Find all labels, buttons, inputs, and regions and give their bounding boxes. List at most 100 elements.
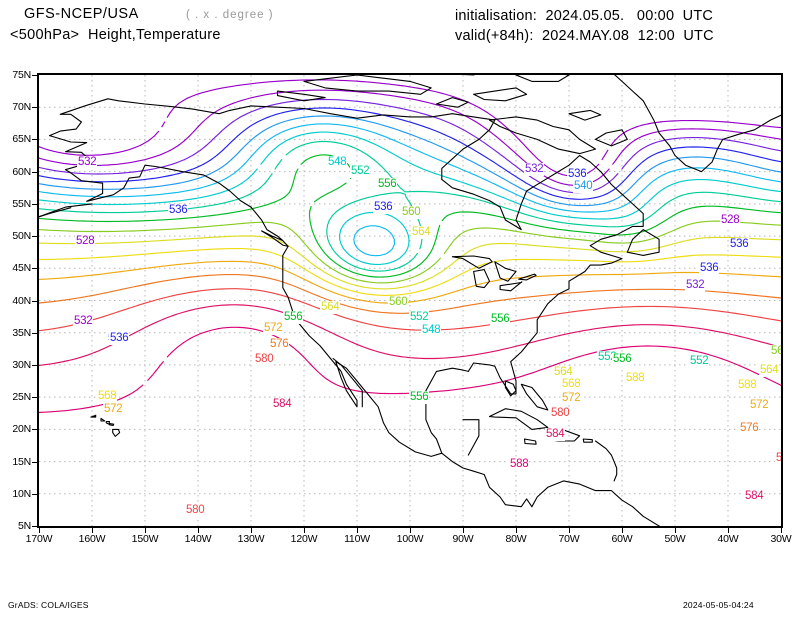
x-tick-mark [463,528,464,533]
y-tick-label: 40N [12,294,31,307]
x-tick-label: 70W [558,533,580,545]
x-tick-mark [728,528,729,533]
contour-label: 580 [185,504,206,517]
level-variable-title: <500hPa> Height,Temperature [10,27,221,43]
x-tick-mark [622,528,623,533]
contour-label: 560 [401,206,422,219]
y-tick-mark [32,268,37,270]
y-tick-label: 35N [12,326,31,339]
x-tick-label: 50W [664,533,686,545]
x-tick-mark [357,528,358,533]
contour-label: 584 [545,428,566,441]
y-tick-mark [32,139,37,141]
x-tick-mark [516,528,517,533]
contour-label: 568 [561,378,582,391]
x-tick-label: 130W [237,533,265,545]
x-tick-label: 60W [611,533,633,545]
contour-map-plot: 5325365365285325365485525565605645325365… [37,73,783,528]
valid-time: valid(+84h): 2024.MAY.08 12:00 UTC [455,28,714,44]
y-tick-label: 45N [12,262,31,275]
gridlines-layer [39,75,781,526]
x-tick-label: 150W [131,533,159,545]
contour-label: 580 [254,353,275,366]
contour-label: 584 [272,398,293,411]
x-tick-mark [198,528,199,533]
contour-label: 556 [612,353,633,366]
y-tick-label: 30N [12,358,31,371]
x-tick-label: 30W [770,533,792,545]
source-credit: GrADS: COLA/IGES [8,600,89,610]
contour-label: 536 [109,332,130,345]
x-tick-label: 100W [396,533,424,545]
y-tick-label: 15N [12,455,31,468]
y-tick-label: 55N [12,197,31,210]
contour-label: 564 [553,366,574,379]
contour-label: 564 [759,364,780,377]
contour-label: 568 [97,390,118,403]
y-tick-mark [32,332,37,334]
contour-label: 556 [283,311,304,324]
contour-label: 572 [103,403,124,416]
contour-label: 536 [729,238,750,251]
contour-label: 560 [388,296,409,309]
model-title: GFS-NCEP/USA [24,6,139,22]
x-tick-label: 80W [505,533,527,545]
contour-label: 560 [770,345,781,358]
y-tick-mark [32,171,37,173]
initialisation-time: initialisation: 2024.05.05. 00:00 UTC [455,8,714,24]
contour-label: 572 [561,392,582,405]
x-tick-mark [569,528,570,533]
contour-label: 536 [567,168,588,181]
contour-label: 580 [775,452,781,465]
contour-label: 548 [327,156,348,169]
x-tick-label: 140W [184,533,212,545]
x-tick-mark [251,528,252,533]
contour-label: 540 [573,180,594,193]
y-tick-mark [32,429,37,431]
y-tick-label: 20N [12,423,31,436]
x-tick-label: 160W [78,533,106,545]
coastline-layer [39,75,781,526]
x-tick-label: 110W [344,533,370,545]
x-tick-label: 170W [25,533,53,545]
contour-label: 552 [350,165,371,178]
y-tick-label: 65N [12,133,31,146]
y-tick-label: 5N [17,520,31,532]
x-tick-mark [304,528,305,533]
y-tick-label: 50N [12,230,31,243]
contour-label: 536 [373,201,394,214]
x-tick-mark [675,528,676,533]
contour-label: 556 [490,313,511,326]
y-tick-label: 75N [12,69,31,81]
contour-label: 536 [699,262,720,275]
y-tick-mark [32,526,37,527]
y-tick-mark [32,397,37,399]
contour-label: 556 [377,178,398,191]
contour-label: 532 [77,156,98,169]
contour-label: 548 [421,324,442,337]
contour-label: 552 [689,355,710,368]
contour-label: 532 [685,279,706,292]
contour-label: 532 [73,315,94,328]
y-tick-mark [32,364,37,366]
y-tick-mark [32,203,37,205]
contour-label: 528 [720,214,741,227]
y-tick-mark [32,75,37,76]
contour-label: 584 [744,490,765,503]
y-tick-mark [32,300,37,302]
render-timestamp: 2024-05-05-04:24 [683,600,754,610]
y-tick-label: 25N [12,391,31,404]
y-tick-mark [32,236,37,238]
y-tick-label: 10N [12,487,31,500]
map-canvas: 5325365365285325365485525565605645325365… [39,75,781,526]
contour-label: 556 [409,391,430,404]
contour-label: 532 [524,163,545,176]
x-tick-mark [92,528,93,533]
y-tick-label: 60N [12,165,31,178]
contour-label: 536 [168,204,189,217]
contour-label: 572 [749,399,770,412]
y-tick-mark [32,493,37,495]
x-tick-mark [145,528,146,533]
contour-label: 564 [320,301,341,314]
